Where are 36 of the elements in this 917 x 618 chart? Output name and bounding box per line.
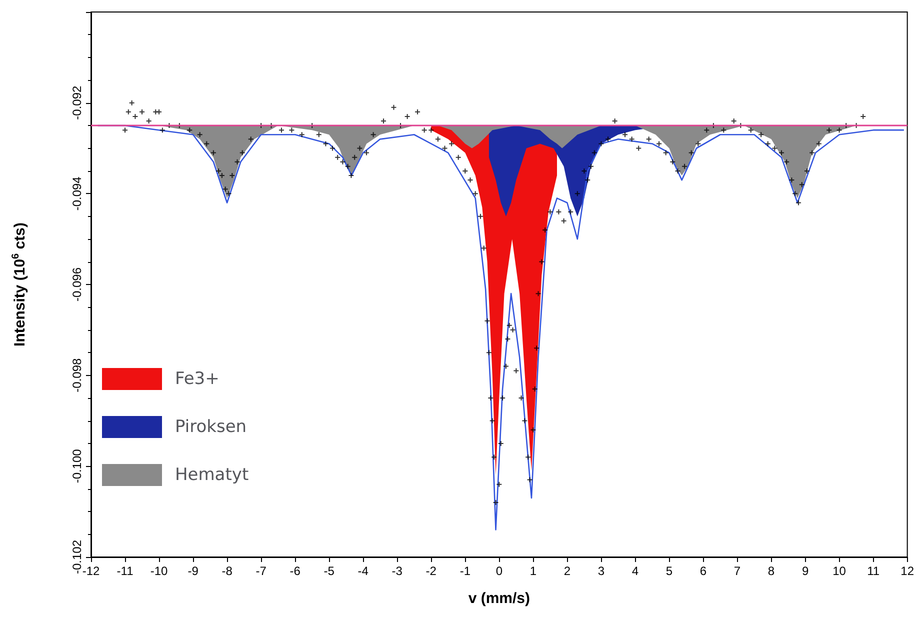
x-tick-label: 1 [530,564,537,578]
x-tick-label: 10 [832,564,846,578]
x-tick-label: 0 [496,564,503,578]
x-tick-label: -5 [324,564,335,578]
x-tick-label: -8 [222,564,233,578]
legend-label: Fe3+ [175,369,220,389]
x-tick-label: -10 [150,564,168,578]
x-tick-label: -1 [460,564,471,578]
y-tick-label: -0.094 [70,176,84,211]
x-tick-label: -12 [82,564,100,578]
legend-label: Hematyt [175,465,249,485]
x-tick-label: 2 [564,564,571,578]
x-tick-label: -2 [426,564,437,578]
x-tick-label: 4 [632,564,639,578]
x-tick-label: -6 [290,564,301,578]
x-axis-title: v (mm/s) [468,590,530,607]
x-tick-label: 11 [867,564,880,578]
x-tick-label: -3 [392,564,403,578]
y-tick-label: -0.092 [70,85,84,120]
x-tick-label: 12 [900,564,914,578]
y-tick-label: -0.102 [70,540,84,574]
y-tick-label: -0.096 [70,267,84,302]
y-tick-label: -0.098 [70,358,84,392]
x-tick-label: 6 [700,564,707,578]
x-tick-label: -9 [188,564,199,578]
x-tick-label: -7 [256,564,267,578]
x-tick-label: 7 [734,564,741,578]
x-tick-label: 3 [598,564,605,578]
x-tick-label: -4 [358,564,369,578]
x-tick-label: 9 [802,564,809,578]
y-axis-title: Intensity (106 cts) [10,222,28,346]
x-tick-label: -11 [116,564,134,578]
legend-label: Piroksen [175,417,247,437]
x-tick-label: 5 [666,564,673,578]
y-tick-label: -0.100 [70,448,84,484]
x-tick-label: 8 [768,564,775,578]
